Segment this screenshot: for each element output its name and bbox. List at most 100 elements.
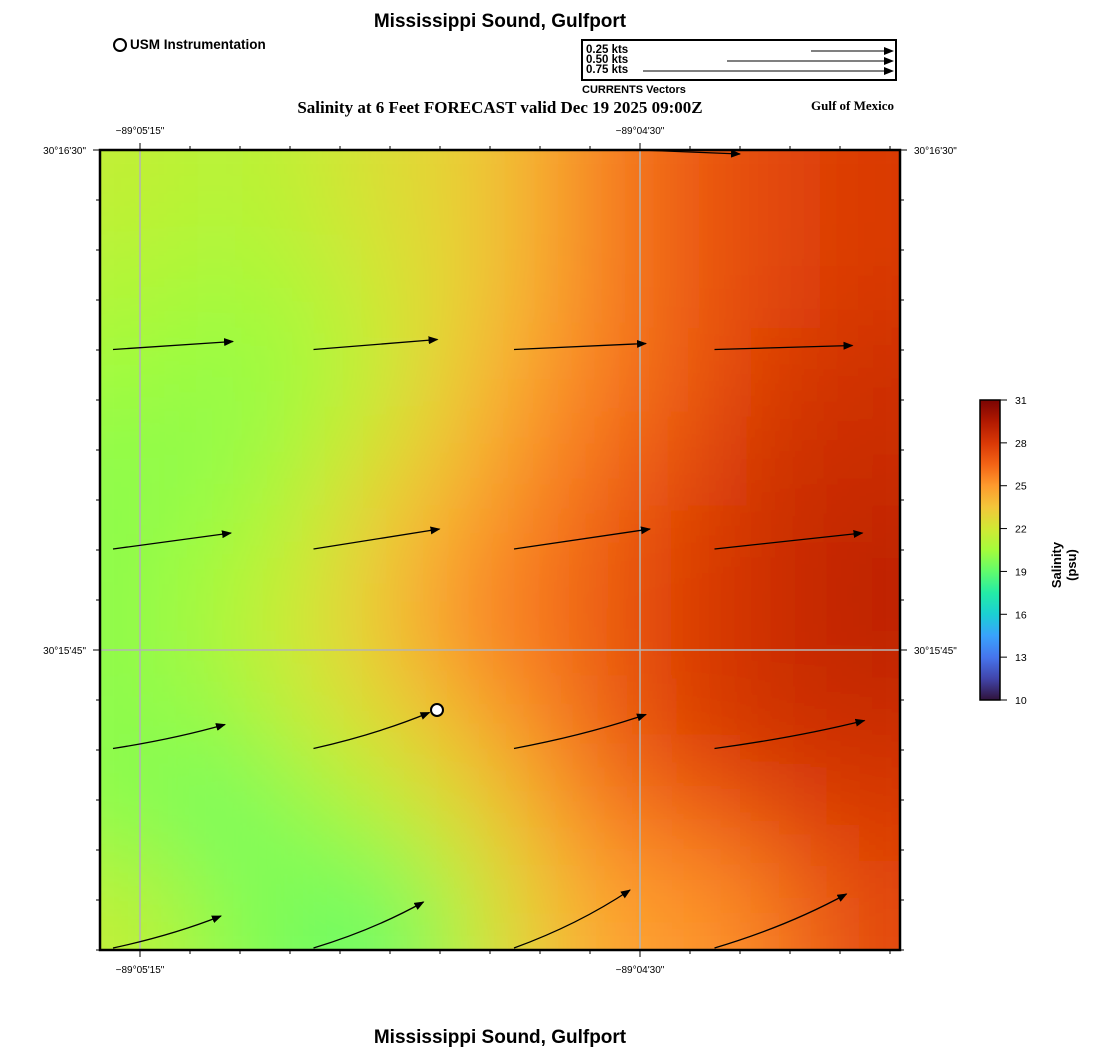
station-legend-label: USM Instrumentation bbox=[130, 37, 266, 52]
salinity-cell bbox=[740, 861, 821, 950]
salinity-cell bbox=[340, 416, 421, 507]
plot-subtitle: Salinity at 6 Feet FORECAST valid Dec 19… bbox=[297, 98, 703, 117]
salinity-cell bbox=[180, 150, 261, 151]
current-vector-arrow bbox=[513, 889, 631, 949]
map-title: Mississippi Sound, Gulfport bbox=[373, 11, 627, 32]
salinity-cell bbox=[500, 238, 581, 329]
salinity-cell bbox=[100, 238, 101, 329]
colorbar-tick-label: 22 bbox=[1015, 524, 1027, 536]
vector-legend-arrows bbox=[643, 47, 894, 75]
salinity-cell bbox=[180, 150, 261, 240]
current-vector-arrow bbox=[513, 339, 647, 351]
salinity-cell bbox=[740, 683, 821, 774]
salinity-cell bbox=[660, 505, 741, 596]
lon-label-bottom-2: −89°04'30" bbox=[616, 965, 665, 976]
salinity-cell bbox=[660, 594, 741, 685]
current-vector-arrow bbox=[714, 529, 864, 550]
colorbar-tick-label: 16 bbox=[1015, 609, 1027, 621]
salinity-cell bbox=[340, 150, 421, 151]
salinity-cell bbox=[820, 861, 900, 950]
salinity-cell bbox=[340, 861, 421, 950]
salinity-cell bbox=[340, 238, 421, 329]
salinity-cell bbox=[260, 683, 341, 774]
current-vectors bbox=[112, 149, 866, 949]
salinity-cell bbox=[820, 238, 900, 329]
current-vector-arrow bbox=[313, 336, 439, 351]
current-vector-arrow bbox=[112, 530, 232, 550]
station-legend: USM Instrumentation bbox=[113, 37, 266, 52]
salinity-cell bbox=[500, 594, 581, 685]
salinity-cell bbox=[260, 327, 341, 418]
current-vector-arrow bbox=[714, 718, 866, 750]
colorbar-tick-label: 31 bbox=[1015, 395, 1027, 407]
lat-label-right-2: 30°15'45" bbox=[914, 646, 957, 657]
salinity-cell bbox=[420, 238, 501, 329]
salinity-cell bbox=[420, 416, 501, 507]
salinity-cell bbox=[260, 594, 341, 685]
current-vector-arrow bbox=[112, 338, 234, 351]
salinity-cell bbox=[100, 505, 101, 596]
salinity-cell bbox=[740, 327, 821, 418]
vector-legend-label-3: 0.75 kts bbox=[586, 64, 629, 76]
current-vector-arrow bbox=[714, 893, 848, 949]
salinity-cell bbox=[100, 683, 101, 774]
salinity-cell bbox=[500, 861, 581, 950]
salinity-cell bbox=[900, 150, 1020, 240]
current-vector-arrow bbox=[513, 713, 647, 750]
salinity-cell bbox=[100, 594, 101, 685]
salinity-cell bbox=[660, 238, 741, 329]
salinity-cell bbox=[580, 861, 661, 950]
salinity-cell bbox=[740, 594, 821, 685]
salinity-cell bbox=[820, 327, 900, 418]
salinity-cell bbox=[820, 416, 900, 507]
salinity-cell bbox=[820, 150, 900, 151]
vector-legend-caption: CURRENTS Vectors bbox=[582, 84, 686, 96]
current-vector-arrow bbox=[714, 341, 854, 351]
salinity-cell bbox=[500, 505, 581, 596]
salinity-cell bbox=[820, 772, 900, 863]
salinity-cell bbox=[580, 416, 661, 507]
current-vector-arrow bbox=[313, 901, 425, 949]
salinity-cell bbox=[420, 505, 501, 596]
lat-label-right-1: 30°16'30" bbox=[914, 146, 957, 157]
salinity-cell bbox=[660, 327, 741, 418]
salinity-cell bbox=[740, 416, 821, 507]
salinity-cell bbox=[580, 594, 661, 685]
salinity-cell bbox=[900, 683, 1020, 773]
salinity-cell bbox=[740, 505, 821, 596]
salinity-cell bbox=[260, 505, 341, 596]
salinity-cell bbox=[900, 594, 1020, 684]
salinity-cell bbox=[260, 861, 341, 950]
salinity-cell bbox=[820, 505, 900, 596]
colorbar-tick-label: 25 bbox=[1015, 481, 1027, 493]
current-vector-arrow bbox=[112, 915, 222, 949]
salinity-cell bbox=[740, 150, 821, 151]
salinity-cell bbox=[500, 772, 581, 863]
footer-title: Mississippi Sound, Gulfport bbox=[373, 1027, 627, 1048]
salinity-cell bbox=[500, 150, 581, 240]
salinity-field bbox=[100, 150, 1020, 951]
salinity-cell bbox=[340, 505, 421, 596]
salinity-cell bbox=[740, 150, 821, 240]
salinity-cell bbox=[340, 772, 421, 863]
salinity-cell bbox=[180, 416, 261, 507]
current-vector-arrow bbox=[513, 526, 651, 550]
salinity-cell bbox=[180, 594, 261, 685]
salinity-cell bbox=[100, 150, 101, 240]
salinity-cell bbox=[580, 505, 661, 596]
salinity-cell bbox=[340, 683, 421, 774]
salinity-cell bbox=[180, 683, 261, 774]
salinity-cell bbox=[420, 150, 501, 240]
colorbar-tick-label: 28 bbox=[1015, 438, 1027, 450]
salinity-cell bbox=[900, 861, 1020, 951]
salinity-cell bbox=[260, 772, 341, 863]
salinity-cell bbox=[180, 327, 261, 418]
salinity-cell bbox=[900, 239, 1020, 329]
salinity-cell bbox=[420, 327, 501, 418]
salinity-cell bbox=[660, 150, 741, 240]
salinity-cell bbox=[100, 327, 101, 418]
salinity-cell bbox=[420, 594, 501, 685]
colorbar-title: Salinity (psu) bbox=[1049, 541, 1079, 589]
vector-legend-box: 0.25 kts 0.50 kts 0.75 kts bbox=[581, 39, 897, 81]
salinity-cell bbox=[900, 772, 1020, 862]
